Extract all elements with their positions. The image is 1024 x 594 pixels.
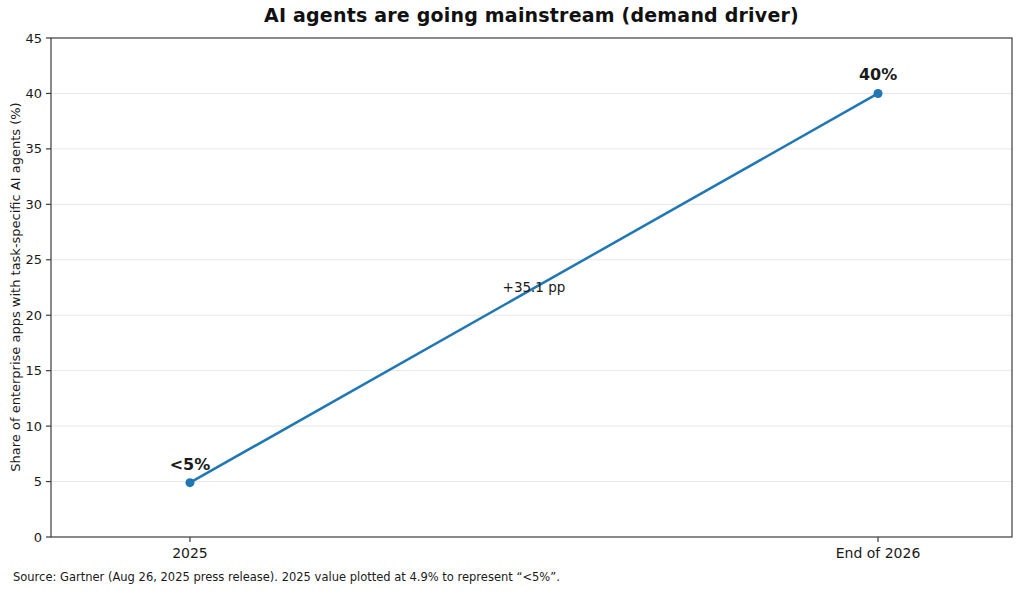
- source-note: Source: Gartner (Aug 26, 2025 press rele…: [13, 570, 560, 584]
- y-tick-label: 25: [25, 252, 42, 267]
- annotation-pp-label: +35.1 pp: [503, 279, 566, 295]
- y-tick-label: 35: [25, 141, 42, 156]
- x-tick-label: 2025: [172, 545, 208, 561]
- line-chart-plot-area: 0510152025303540452025End of 2026+35.1 p…: [0, 0, 1024, 594]
- y-tick-label: 10: [25, 419, 42, 434]
- data-point: [185, 478, 194, 487]
- y-tick-label: 20: [25, 308, 42, 323]
- x-tick-label: End of 2026: [836, 545, 921, 561]
- chart-figure: AI agents are going mainstream (demand d…: [0, 0, 1024, 594]
- y-tick-label: 5: [34, 474, 42, 489]
- y-tick-label: 30: [25, 197, 42, 212]
- y-tick-label: 0: [34, 530, 42, 545]
- data-point-label: <5%: [170, 455, 211, 474]
- y-tick-label: 15: [25, 363, 42, 378]
- y-tick-label: 40: [25, 86, 42, 101]
- y-tick-label: 45: [25, 31, 42, 46]
- data-point-label: 40%: [859, 65, 897, 84]
- data-point: [874, 89, 883, 98]
